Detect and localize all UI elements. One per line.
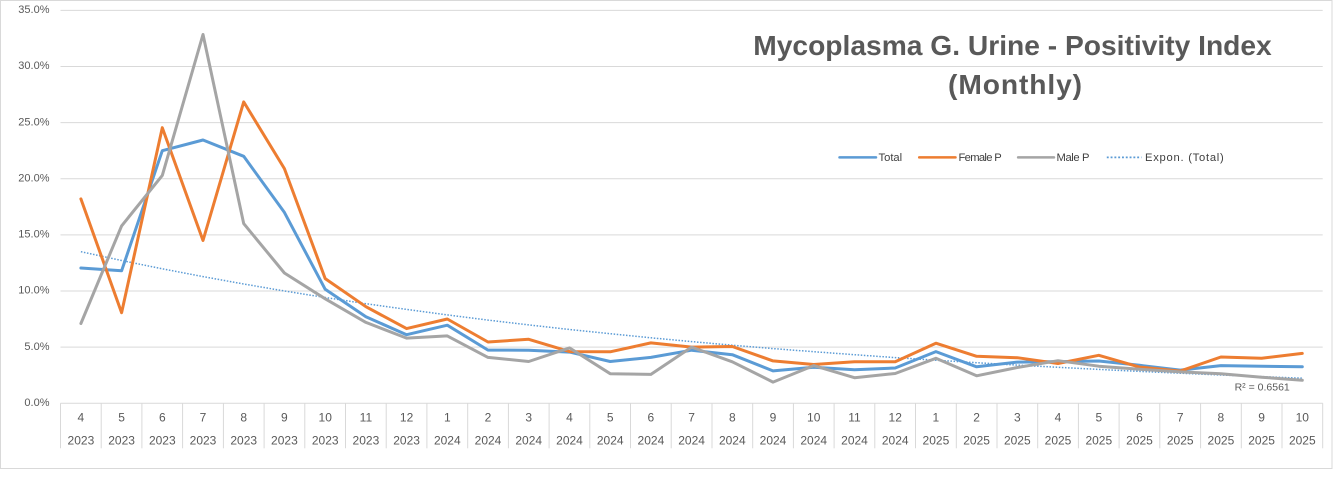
svg-text:2024: 2024: [882, 433, 909, 447]
svg-text:3: 3: [525, 410, 532, 424]
svg-text:4: 4: [1055, 410, 1062, 424]
svg-text:10: 10: [1296, 410, 1310, 424]
svg-text:2025: 2025: [963, 433, 990, 447]
svg-text:11: 11: [360, 410, 373, 424]
svg-text:30.0%: 30.0%: [18, 60, 49, 72]
svg-text:8: 8: [240, 410, 247, 424]
svg-text:10: 10: [319, 410, 333, 424]
svg-text:7: 7: [688, 410, 695, 424]
svg-text:6: 6: [159, 410, 166, 424]
svg-text:1: 1: [444, 410, 451, 424]
svg-text:35.0%: 35.0%: [18, 4, 49, 16]
svg-text:1: 1: [933, 410, 940, 424]
svg-text:7: 7: [200, 410, 207, 424]
svg-text:9: 9: [281, 410, 288, 424]
svg-text:7: 7: [1177, 410, 1184, 424]
svg-text:2025: 2025: [1045, 433, 1072, 447]
svg-text:2023: 2023: [271, 433, 298, 447]
svg-text:2024: 2024: [638, 433, 665, 447]
svg-text:12: 12: [889, 410, 903, 424]
svg-text:2025: 2025: [1248, 433, 1275, 447]
svg-text:9: 9: [770, 410, 777, 424]
svg-text:10: 10: [807, 410, 821, 424]
svg-text:2024: 2024: [800, 433, 827, 447]
svg-text:Mycoplasma G. Urine - Positivi: Mycoplasma G. Urine - Positivity Index: [753, 29, 1272, 61]
svg-text:3: 3: [1014, 410, 1021, 424]
svg-text:12: 12: [400, 410, 414, 424]
svg-text:6: 6: [1136, 410, 1143, 424]
svg-text:6: 6: [648, 410, 655, 424]
svg-text:5: 5: [118, 410, 125, 424]
svg-text:2023: 2023: [149, 433, 176, 447]
svg-text:0.0%: 0.0%: [24, 397, 49, 409]
svg-text:2025: 2025: [1004, 433, 1031, 447]
svg-text:2024: 2024: [678, 433, 705, 447]
svg-text:Male P: Male P: [1057, 152, 1090, 164]
svg-text:2023: 2023: [68, 433, 95, 447]
svg-text:2023: 2023: [230, 433, 257, 447]
svg-text:20.0%: 20.0%: [18, 172, 49, 184]
svg-text:2024: 2024: [597, 433, 624, 447]
svg-text:2024: 2024: [515, 433, 542, 447]
svg-text:8: 8: [1218, 410, 1225, 424]
svg-text:5: 5: [607, 410, 614, 424]
svg-text:2024: 2024: [475, 433, 502, 447]
svg-text:2025: 2025: [1126, 433, 1153, 447]
svg-text:2023: 2023: [312, 433, 339, 447]
svg-text:2: 2: [973, 410, 980, 424]
svg-text:Total: Total: [879, 152, 903, 164]
svg-text:10.0%: 10.0%: [18, 285, 49, 297]
svg-text:2023: 2023: [108, 433, 135, 447]
svg-text:2024: 2024: [841, 433, 868, 447]
svg-text:9: 9: [1258, 410, 1265, 424]
svg-text:5.0%: 5.0%: [24, 341, 49, 353]
svg-text:Expon. (Total): Expon. (Total): [1145, 152, 1225, 164]
svg-text:5: 5: [1095, 410, 1102, 424]
svg-text:2025: 2025: [1167, 433, 1194, 447]
svg-text:2: 2: [485, 410, 492, 424]
svg-text:2025: 2025: [1289, 433, 1316, 447]
svg-text:2023: 2023: [353, 433, 380, 447]
svg-text:4: 4: [566, 410, 573, 424]
svg-text:Female P: Female P: [959, 152, 1002, 164]
svg-text:4: 4: [78, 410, 85, 424]
svg-text:2025: 2025: [923, 433, 950, 447]
svg-text:2023: 2023: [190, 433, 217, 447]
svg-text:8: 8: [729, 410, 736, 424]
svg-text:2023: 2023: [393, 433, 420, 447]
svg-text:2024: 2024: [760, 433, 787, 447]
svg-text:11: 11: [848, 410, 861, 424]
svg-text:2025: 2025: [1085, 433, 1112, 447]
svg-text:2024: 2024: [556, 433, 583, 447]
svg-text:2024: 2024: [434, 433, 461, 447]
svg-text:15.0%: 15.0%: [18, 229, 49, 241]
svg-text:2025: 2025: [1208, 433, 1235, 447]
svg-text:25.0%: 25.0%: [18, 116, 49, 128]
svg-text:(Monthly): (Monthly): [948, 68, 1083, 100]
svg-text:2024: 2024: [719, 433, 746, 447]
svg-text:R² = 0.6561: R² = 0.6561: [1235, 382, 1290, 394]
